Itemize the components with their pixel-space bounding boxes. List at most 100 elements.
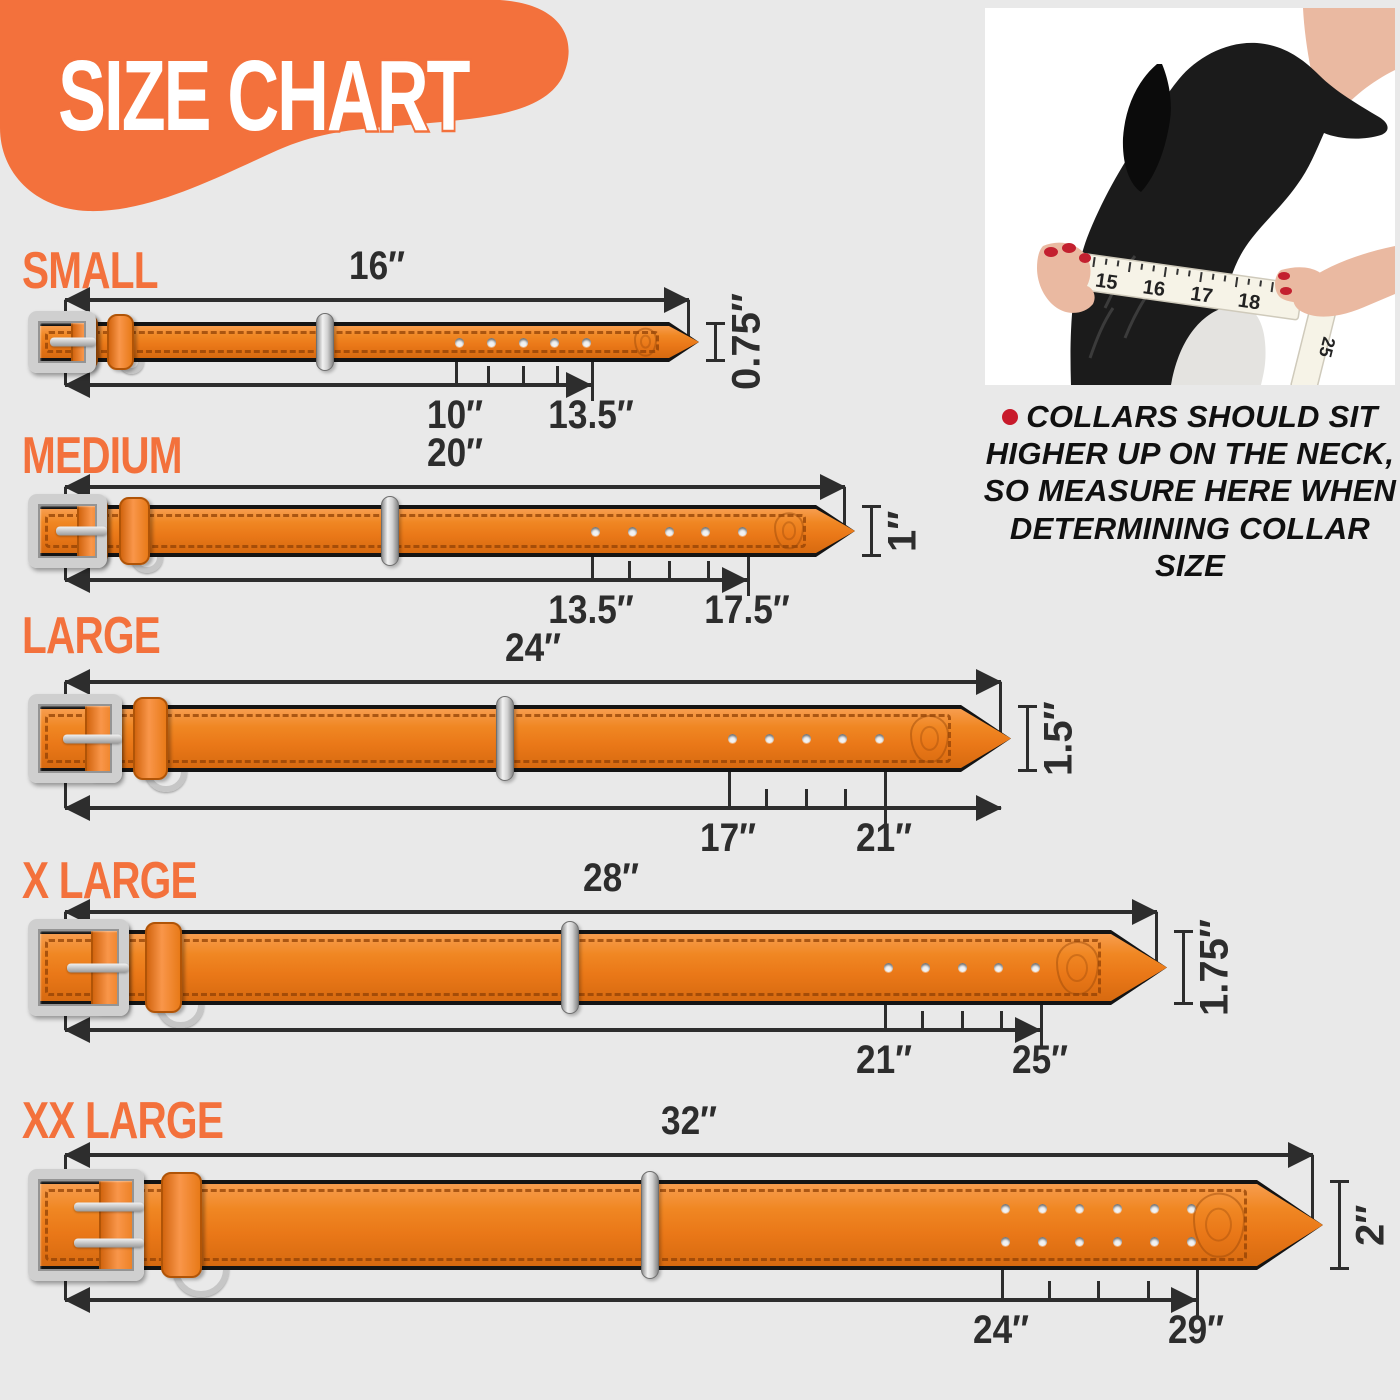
max-adjust-line — [1196, 1270, 1199, 1316]
hole — [1075, 1204, 1085, 1213]
d-ring — [641, 1171, 659, 1279]
tick — [556, 366, 560, 385]
keeper-loop — [119, 497, 150, 565]
tick-marks — [728, 789, 884, 808]
width-indicator — [706, 322, 725, 362]
size-name: LARGE — [22, 607, 161, 665]
total-length-label: 20″ — [426, 431, 484, 475]
hole — [455, 337, 464, 347]
size-name: XX LARGE — [22, 1092, 224, 1150]
tape-number: 15 — [1094, 270, 1119, 295]
keeper-loop — [145, 922, 182, 1013]
total-length-label: 28″ — [582, 856, 640, 900]
tick — [804, 789, 808, 808]
tick-marks — [884, 1011, 1040, 1030]
max-adjust-line — [884, 772, 887, 824]
adjustment-holes — [728, 705, 884, 772]
adjustment-range-arrow — [65, 1298, 1196, 1302]
min-adjust-label: 10″ — [426, 393, 484, 437]
title-banner: SIZE CHART — [0, 0, 569, 212]
tape-number: 17 — [1189, 283, 1214, 308]
total-length-label: 16″ — [348, 244, 406, 288]
tape-end: 25 — [1290, 303, 1339, 385]
total-length-label: 24″ — [504, 626, 562, 670]
extension-line-right — [687, 300, 690, 342]
hole — [1149, 1204, 1159, 1213]
buckle-prong — [55, 526, 108, 536]
adjustment-holes — [1001, 1180, 1196, 1270]
hole-row — [1001, 1204, 1196, 1213]
hole — [801, 734, 811, 743]
hole — [1038, 1204, 1048, 1213]
buckle — [28, 1169, 144, 1281]
buckle-prong — [66, 963, 130, 972]
max-adjust-label: 21″ — [855, 816, 913, 860]
adjustment-range-arrow — [65, 806, 1001, 810]
width-indicator — [862, 505, 881, 557]
note-bullet-icon — [1002, 409, 1019, 425]
hole — [994, 963, 1004, 972]
brand-emboss — [773, 512, 804, 550]
nail — [1062, 243, 1076, 253]
hole — [875, 734, 884, 743]
tick — [1146, 1281, 1150, 1300]
hole — [1031, 963, 1040, 972]
hole — [1186, 1237, 1196, 1246]
hole — [738, 526, 747, 536]
stitching — [45, 514, 806, 548]
min-adjust-label: 21″ — [855, 1038, 913, 1082]
d-ring — [496, 696, 514, 781]
tick — [1047, 1281, 1051, 1300]
hole — [627, 526, 637, 536]
hole — [591, 526, 600, 536]
hole — [957, 963, 967, 972]
tick — [920, 1011, 924, 1030]
hole — [1112, 1237, 1122, 1246]
max-adjust-line — [747, 557, 750, 596]
collar-graphic — [28, 311, 699, 374]
brand-emboss — [1055, 940, 1099, 995]
hole — [764, 734, 774, 743]
hole — [1186, 1204, 1196, 1213]
buckle — [28, 919, 130, 1016]
min-adjust-line — [1001, 1270, 1004, 1302]
tape-end-number: 25 — [1315, 335, 1339, 359]
hole — [1112, 1204, 1122, 1213]
nail — [1280, 287, 1292, 295]
buckle-prong — [73, 1238, 144, 1248]
tick — [844, 789, 848, 808]
width-indicator — [1330, 1180, 1349, 1270]
d-ring — [381, 496, 399, 566]
collar-graphic — [28, 494, 855, 573]
buckle-prong — [62, 734, 122, 743]
max-adjust-label: 25″ — [1011, 1038, 1069, 1082]
tick-marks — [591, 561, 747, 580]
dog-chest-patch — [1171, 304, 1266, 385]
hole — [728, 734, 737, 743]
hole — [1001, 1237, 1010, 1246]
tick — [521, 366, 525, 385]
tick — [486, 366, 490, 385]
nail — [1044, 247, 1058, 257]
brand-emboss — [1192, 1192, 1245, 1258]
tick — [667, 561, 671, 580]
length-dimension-arrow — [65, 485, 845, 489]
hole — [486, 337, 496, 347]
collar-graphic — [28, 919, 1167, 1028]
tick-marks — [1001, 1281, 1196, 1300]
hole — [664, 526, 674, 536]
nail — [1278, 272, 1290, 280]
keeper-loop — [107, 314, 135, 370]
d-ring — [316, 313, 334, 371]
buckle — [28, 494, 108, 568]
keeper-loop — [133, 697, 168, 780]
size-name: X LARGE — [22, 852, 198, 910]
collar-graphic — [28, 1169, 1323, 1297]
tick — [1097, 1281, 1100, 1300]
max-adjust-label: 13.5″ — [548, 393, 634, 437]
stitching — [45, 331, 659, 353]
extension-line-right — [1311, 1155, 1314, 1225]
tick-marks — [455, 366, 591, 385]
